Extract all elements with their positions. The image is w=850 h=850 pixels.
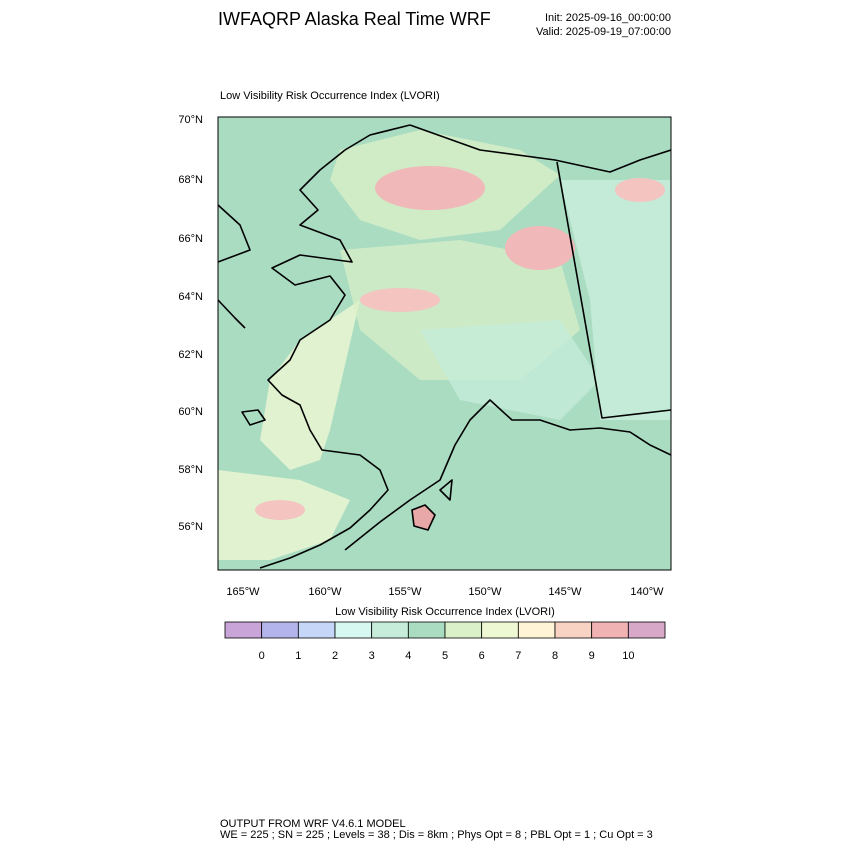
colorbar-label: 1 — [295, 650, 301, 662]
lat-label: 62°N — [178, 349, 203, 361]
lon-label: 145°W — [548, 586, 582, 598]
lat-label: 66°N — [178, 233, 203, 245]
map — [217, 116, 672, 571]
title: IWFAQRP Alaska Real Time WRF — [218, 9, 491, 29]
lat-label: 70°N — [178, 114, 203, 126]
lat-label: 60°N — [178, 406, 203, 418]
footer-line: WE = 225 ; SN = 225 ; Levels = 38 ; Dis … — [220, 829, 653, 841]
lon-labels: 165°W 160°W 155°W 150°W 145°W 140°W — [226, 586, 664, 598]
colorbar-label: 10 — [622, 650, 634, 662]
lon-label: 165°W — [226, 586, 260, 598]
colorbar-label: 5 — [442, 650, 448, 662]
colorbar-box — [224, 621, 263, 639]
colorbar-label: 7 — [515, 650, 521, 662]
colorbar: 0 1 2 3 4 5 6 7 8 9 10 — [224, 621, 666, 662]
colorbar-box — [297, 621, 336, 639]
lon-label: 140°W — [630, 586, 664, 598]
colorbar-label: 9 — [589, 650, 595, 662]
valid-time: Valid: 2025-09-19_07:00:00 — [536, 26, 671, 38]
lat-label: 68°N — [178, 174, 203, 186]
colorbar-title: Low Visibility Risk Occurrence Index (LV… — [335, 606, 555, 618]
lon-label: 150°W — [468, 586, 502, 598]
footer-line: OUTPUT FROM WRF V4.6.1 MODEL — [220, 818, 406, 830]
colorbar-label: 4 — [405, 650, 411, 662]
colorbar-box — [481, 621, 519, 639]
colorbar-box — [517, 621, 556, 639]
colorbar-box — [591, 621, 629, 639]
colorbar-box — [407, 621, 446, 639]
lat-labels: 70°N 68°N 66°N 64°N 62°N 60°N 58°N 56°N — [178, 114, 203, 533]
colorbar-label: 6 — [479, 650, 485, 662]
colorbar-label: 8 — [552, 650, 558, 662]
colorbar-box — [627, 621, 666, 639]
map-title: Low Visibility Risk Occurrence Index (LV… — [220, 90, 440, 102]
lat-label: 64°N — [178, 291, 203, 303]
colorbar-box — [334, 621, 373, 639]
colorbar-label: 3 — [369, 650, 375, 662]
lat-label: 58°N — [178, 464, 203, 476]
colorbar-box — [371, 621, 409, 639]
lon-label: 155°W — [388, 586, 422, 598]
colorbar-label: 0 — [259, 650, 265, 662]
lon-label: 160°W — [308, 586, 342, 598]
colorbar-box — [261, 621, 299, 639]
lat-label: 56°N — [178, 521, 203, 533]
colorbar-label: 2 — [332, 650, 338, 662]
init-time: Init: 2025-09-16_00:00:00 — [545, 12, 671, 24]
colorbar-box — [554, 621, 593, 639]
colorbar-box — [444, 621, 483, 639]
